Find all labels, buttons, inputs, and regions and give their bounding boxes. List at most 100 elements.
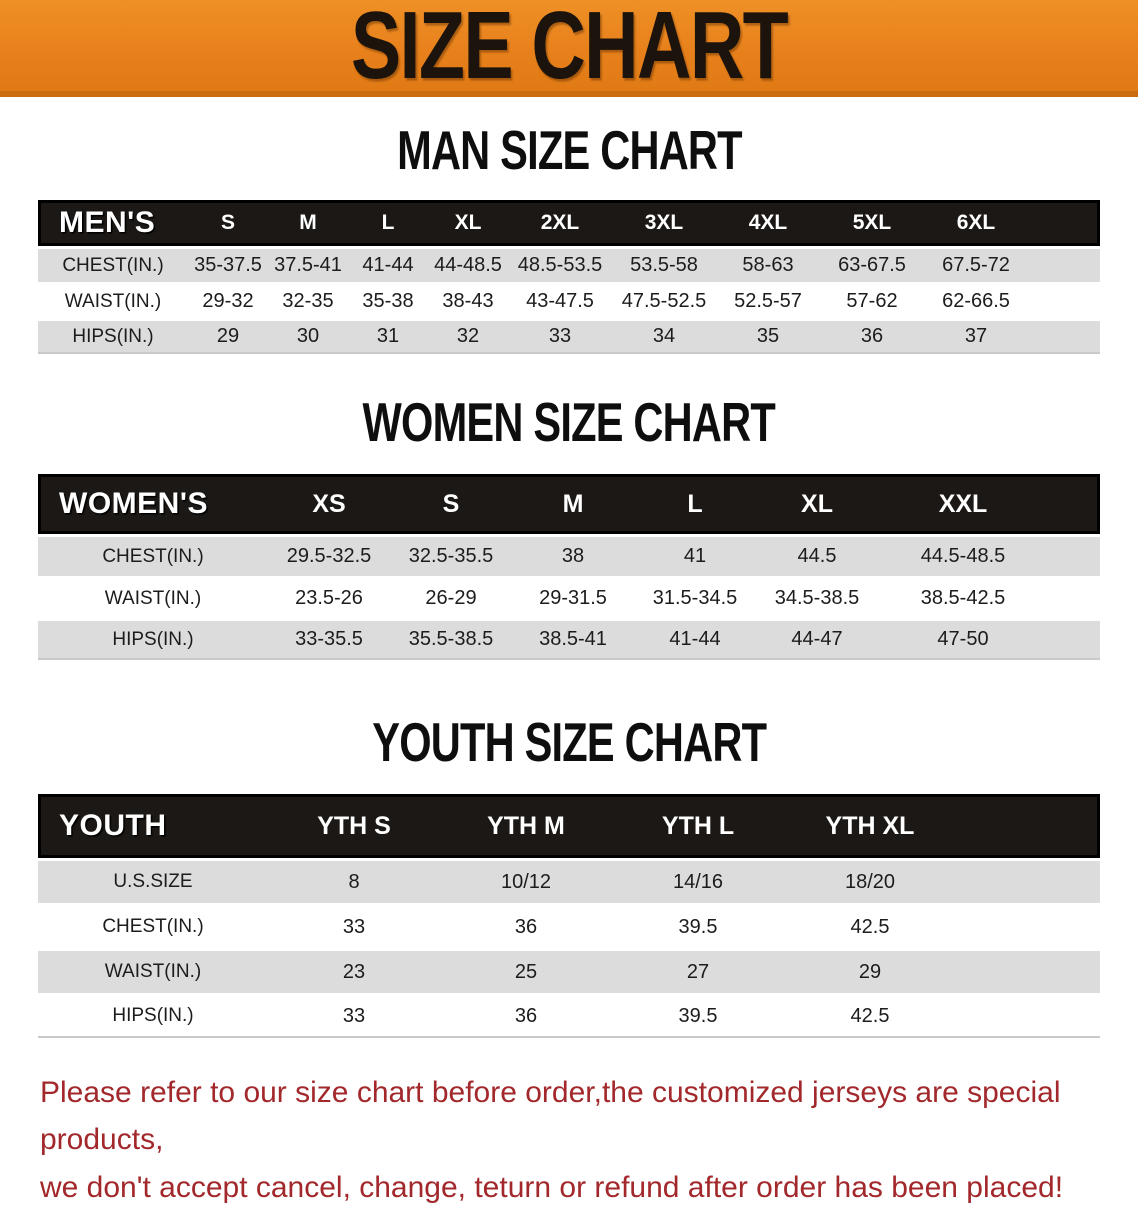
waist-value-cell: 38.5-42.5 (878, 579, 1048, 618)
hips-value-cell: 36 (440, 996, 612, 1038)
chest-value-cell: 33 (268, 906, 440, 948)
men-table-label: MEN'S (38, 200, 188, 246)
men-size-header-cell: 5XL (820, 200, 924, 246)
women-hips-row: HIPS(IN.) 33-35.5 35.5-38.5 38.5-41 41-44 44… (38, 621, 1100, 660)
banner-title: SIZE CHART (350, 0, 789, 99)
women-section-heading-text: WOMEN SIZE CHART (362, 392, 776, 454)
row-label-chest: CHEST(IN.) (38, 537, 268, 576)
chest-value-cell: 63-67.5 (820, 249, 924, 282)
row-label-chest: CHEST(IN.) (38, 249, 188, 282)
header-filler (956, 794, 1100, 858)
men-size-header-cell: 6XL (924, 200, 1028, 246)
hips-value-cell: 38.5-41 (512, 621, 634, 660)
waist-value-cell: 29-32 (188, 285, 268, 318)
women-header-row: WOMEN'S XS S M L XL XXL (38, 474, 1100, 534)
row-filler (956, 906, 1100, 948)
waist-value-cell: 38-43 (428, 285, 508, 318)
chest-value-cell: 53.5-58 (612, 249, 716, 282)
women-waist-row: WAIST(IN.) 23.5-26 26-29 29-31.5 31.5-34.5 3… (38, 579, 1100, 618)
row-label-us-size: U.S.SIZE (38, 861, 268, 903)
chest-value-cell: 29.5-32.5 (268, 537, 390, 576)
order-notice-line2: we don't accept cancel, change, teturn o… (40, 1170, 1064, 1204)
waist-value-cell: 25 (440, 951, 612, 993)
row-label-waist: WAIST(IN.) (38, 951, 268, 993)
row-filler (956, 861, 1100, 903)
chest-value-cell: 44-48.5 (428, 249, 508, 282)
chest-value-cell: 36 (440, 906, 612, 948)
chest-value-cell: 58-63 (716, 249, 820, 282)
men-size-header-cell: L (348, 200, 428, 246)
men-size-header-cell: M (268, 200, 348, 246)
women-size-header-cell: M (512, 474, 634, 534)
chest-value-cell: 38 (512, 537, 634, 576)
waist-value-cell: 32-35 (268, 285, 348, 318)
row-label-hips: HIPS(IN.) (38, 621, 268, 660)
waist-value-cell: 52.5-57 (716, 285, 820, 318)
women-chest-row: CHEST(IN.) 29.5-32.5 32.5-35.5 38 41 44.5 44.… (38, 537, 1100, 576)
hips-value-cell: 41-44 (634, 621, 756, 660)
women-size-header-cell: L (634, 474, 756, 534)
hips-value-cell: 30 (268, 321, 348, 354)
men-size-header-cell: S (188, 200, 268, 246)
order-notice-line1: Please refer to our size chart before or… (40, 1076, 1061, 1157)
youth-header-row: YOUTH YTH S YTH M YTH L YTH XL (38, 794, 1100, 858)
header-filler (1048, 474, 1100, 534)
youth-chest-row: CHEST(IN.) 33 36 39.5 42.5 (38, 906, 1100, 948)
men-size-header-cell: 4XL (716, 200, 820, 246)
row-label-chest: CHEST(IN.) (38, 906, 268, 948)
men-hips-row: HIPS(IN.) 29 30 31 32 33 34 35 36 37 (38, 321, 1100, 354)
men-size-header-cell: XL (428, 200, 508, 246)
women-size-header-cell: XS (268, 474, 390, 534)
hips-value-cell: 33 (508, 321, 612, 354)
hips-value-cell: 37 (924, 321, 1028, 354)
chest-value-cell: 37.5-41 (268, 249, 348, 282)
row-filler (1028, 285, 1100, 318)
chest-value-cell: 41 (634, 537, 756, 576)
row-filler (956, 996, 1100, 1038)
chest-value-cell: 44.5 (756, 537, 878, 576)
hips-value-cell: 34 (612, 321, 716, 354)
men-waist-row: WAIST(IN.) 29-32 32-35 35-38 38-43 43-47.5 47… (38, 285, 1100, 318)
chest-value-cell: 67.5-72 (924, 249, 1028, 282)
waist-value-cell: 23 (268, 951, 440, 993)
row-label-hips: HIPS(IN.) (38, 996, 268, 1038)
youth-table-label: YOUTH (38, 794, 268, 858)
men-chest-row: CHEST(IN.) 35-37.5 37.5-41 41-44 44-48.5 48.… (38, 249, 1100, 282)
men-section-heading: MAN SIZE CHART (0, 123, 1138, 178)
youth-size-header-cell: YTH S (268, 794, 440, 858)
youth-ussize-row: U.S.SIZE 8 10/12 14/16 18/20 (38, 861, 1100, 903)
youth-section-heading: YOUTH SIZE CHART (0, 715, 1138, 770)
header-filler (1028, 200, 1100, 246)
hips-value-cell: 33-35.5 (268, 621, 390, 660)
hips-value-cell: 42.5 (784, 996, 956, 1038)
youth-waist-row: WAIST(IN.) 23 25 27 29 (38, 951, 1100, 993)
youth-size-header-cell: YTH M (440, 794, 612, 858)
youth-size-table: YOUTH YTH S YTH M YTH L YTH XL U.S.SIZE 8 10… (38, 791, 1100, 1041)
row-filler (1028, 249, 1100, 282)
row-filler (1048, 621, 1100, 660)
waist-value-cell: 35-38 (348, 285, 428, 318)
hips-value-cell: 39.5 (612, 996, 784, 1038)
row-filler (1028, 321, 1100, 354)
hips-value-cell: 44-47 (756, 621, 878, 660)
waist-value-cell: 31.5-34.5 (634, 579, 756, 618)
chest-value-cell: 41-44 (348, 249, 428, 282)
women-size-header-cell: XXL (878, 474, 1048, 534)
hips-value-cell: 36 (820, 321, 924, 354)
women-table-label: WOMEN'S (38, 474, 268, 534)
chest-value-cell: 48.5-53.5 (508, 249, 612, 282)
us-size-value-cell: 18/20 (784, 861, 956, 903)
waist-value-cell: 29 (784, 951, 956, 993)
row-label-hips: HIPS(IN.) (38, 321, 188, 354)
hips-value-cell: 35.5-38.5 (390, 621, 512, 660)
us-size-value-cell: 10/12 (440, 861, 612, 903)
row-label-waist: WAIST(IN.) (38, 285, 188, 318)
women-size-table: WOMEN'S XS S M L XL XXL CHEST(IN.) 29.5-32.5 3… (38, 471, 1100, 663)
order-notice: Please refer to our size chart before or… (40, 1069, 1108, 1211)
men-size-header-cell: 2XL (508, 200, 612, 246)
women-size-header-cell: XL (756, 474, 878, 534)
waist-value-cell: 57-62 (820, 285, 924, 318)
row-filler (1048, 579, 1100, 618)
men-header-row: MEN'S S M L XL 2XL 3XL 4XL 5XL 6XL (38, 200, 1100, 246)
youth-hips-row: HIPS(IN.) 33 36 39.5 42.5 (38, 996, 1100, 1038)
